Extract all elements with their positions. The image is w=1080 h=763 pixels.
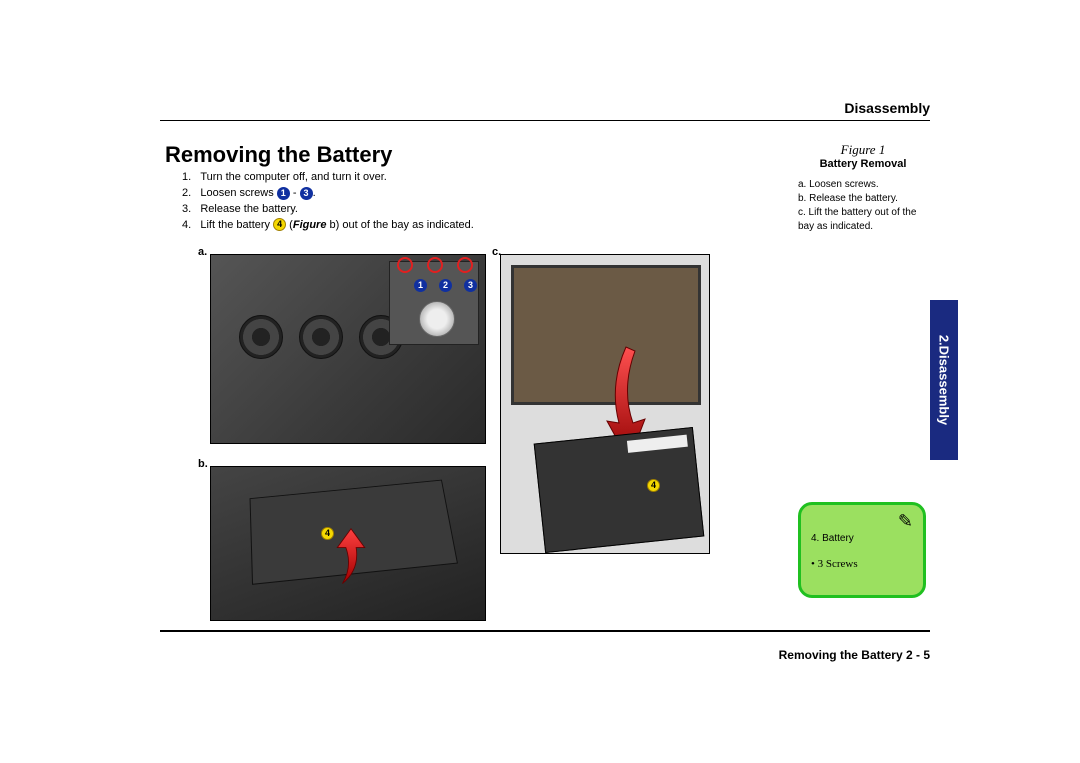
removed-part-screws: 3 Screws [811,558,913,570]
step-2: 2. Loosen screws 1 - 3. [182,186,474,202]
figure-caption: Figure 1 Battery Removal a. Loosen screw… [798,142,928,234]
step-text: b) out of the bay as indicated. [326,219,473,231]
removed-part-battery: 4. Battery [811,533,913,544]
step-num: 1. [182,171,200,183]
coin-icon [419,301,455,337]
circle-1-icon: 1 [414,279,427,292]
arrow-up-icon [331,527,371,587]
step-num: 4. [182,219,200,231]
step-text: . [313,187,316,199]
circle-3-icon: 3 [300,187,313,200]
step-text: Release the battery. [200,203,298,215]
step-4: 4. Lift the battery 4 (Figure b) out of … [182,218,474,234]
figure-subtitle: Battery Removal [798,158,928,170]
step-num: 2. [182,187,200,199]
circle-4-icon: 4 [321,527,334,540]
section-header: Disassembly [844,100,930,116]
pencil-icon: ✎ [898,511,913,532]
footer-rule [160,630,930,632]
screw-highlight-icon [457,257,473,273]
figure-step-b: b. Release the battery. [798,192,928,206]
page-title: Removing the Battery [165,142,392,168]
header-rule [160,120,930,121]
fan-icon [239,315,283,359]
step-text: Turn the computer off, and turn it over. [200,171,387,183]
step-text: ( [286,219,293,231]
panel-b-label: b. [198,458,208,470]
figure-step-a: a. Loosen screws. [798,178,928,192]
circle-3-icon: 3 [464,279,477,292]
step-list: 1. Turn the computer off, and turn it ov… [182,170,474,234]
footer-text: Removing the Battery 2 - 5 [779,648,930,662]
panel-a-label: a. [198,246,207,258]
chapter-tab: 2.Disassembly [930,300,958,460]
screw-highlight-icon [427,257,443,273]
figure-steps: a. Loosen screws. b. Release the battery… [798,178,928,234]
chapter-tab-label: 2.Disassembly [937,335,952,425]
circle-4-icon: 4 [647,479,660,492]
screw-highlight-icon [397,257,413,273]
figure-ref: Figure [293,219,327,231]
step-text: Lift the battery [200,219,273,231]
battery-removed [534,427,705,553]
step-num: 3. [182,203,200,215]
circle-4-icon: 4 [273,218,286,231]
step-text: Loosen screws [200,187,276,199]
step-1: 1. Turn the computer off, and turn it ov… [182,170,474,186]
figure-step-c: c. Lift the battery out of the bay as in… [798,206,928,234]
circle-2-icon: 2 [439,279,452,292]
fan-icon [299,315,343,359]
photo-a: 1 2 3 [210,254,486,444]
figure-title: Figure 1 [798,142,928,158]
photo-b: 4 [210,466,486,621]
step-3: 3. Release the battery. [182,202,474,218]
circle-1-icon: 1 [277,187,290,200]
screw-numbers: 1 2 3 [414,279,477,292]
step-text: - [290,187,300,199]
photo-c: 4 [500,254,710,554]
battery-label [627,435,688,453]
removed-parts-box: ✎ 4. Battery 3 Screws [798,502,926,598]
